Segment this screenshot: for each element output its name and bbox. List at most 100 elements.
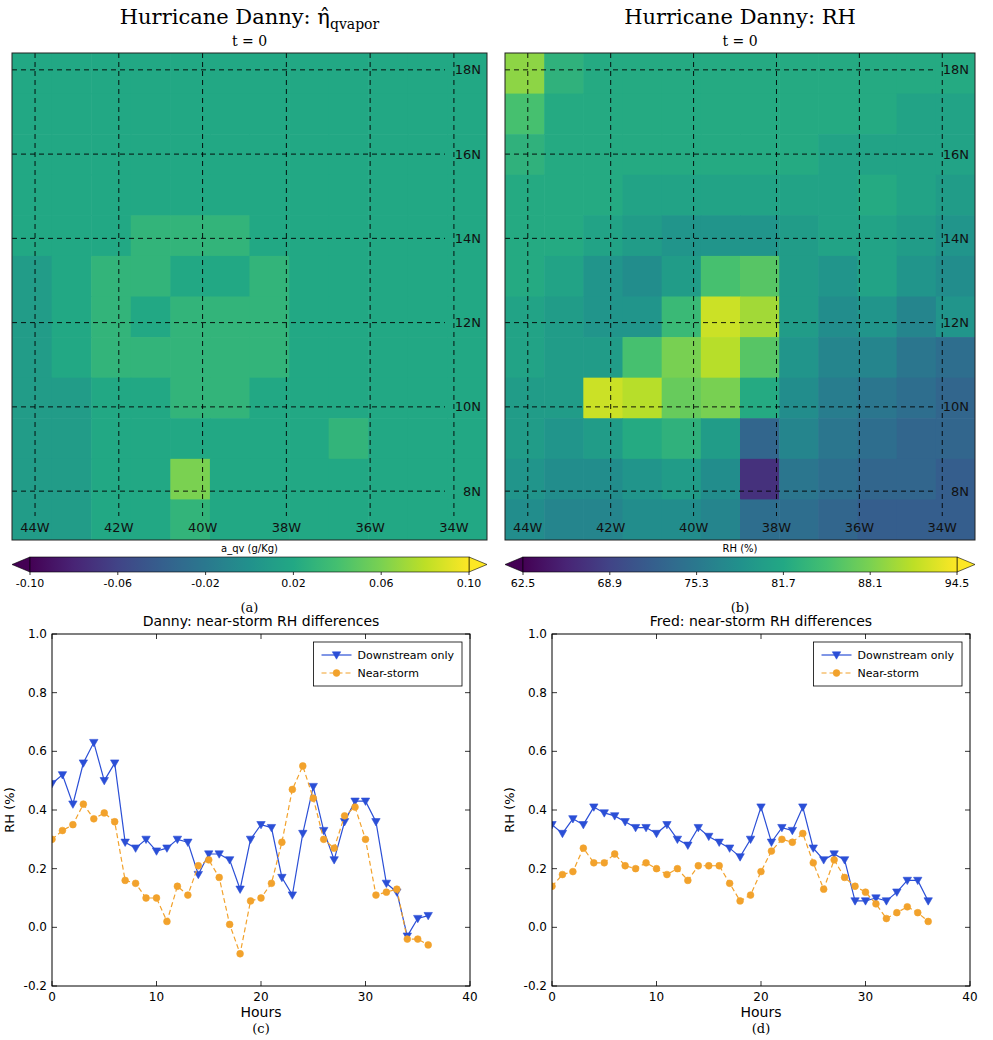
series-marker <box>341 812 348 819</box>
heat-cell <box>447 215 487 256</box>
series-marker <box>414 915 422 922</box>
heat-cell <box>936 459 975 500</box>
heat-cell <box>210 215 250 256</box>
heat-cell <box>170 53 210 94</box>
heat-cell <box>210 418 250 459</box>
heat-cell <box>250 94 290 135</box>
heat-cell <box>583 337 623 378</box>
heat-cell <box>289 256 329 297</box>
series-marker <box>684 877 691 884</box>
series-marker <box>757 804 765 811</box>
heat-cell <box>779 215 819 256</box>
x-tick <box>865 981 866 986</box>
heat-cell <box>170 94 210 135</box>
line-panel: Danny: near-storm RH differences01020304… <box>2 613 478 1036</box>
x-tick <box>761 634 762 639</box>
heat-cell <box>662 215 702 256</box>
heat-cell <box>131 134 171 175</box>
lat-label: 8N <box>463 484 481 499</box>
y-tick-label: -0.2 <box>24 979 47 993</box>
grid-line <box>505 491 933 492</box>
series-marker <box>69 801 77 808</box>
x-tick-label: 40 <box>962 990 977 1004</box>
map-panel: Hurricane Danny: η̂qvaport = 044W42W40W3… <box>12 5 488 615</box>
x-tick-label: 30 <box>358 990 373 1004</box>
x-tick-label: 0 <box>48 990 56 1004</box>
heat-cell <box>583 215 623 256</box>
heat-cell <box>12 297 52 338</box>
series-marker <box>768 848 775 855</box>
series-marker <box>372 819 380 826</box>
y-tick <box>552 810 557 811</box>
heat-cell <box>52 378 92 419</box>
colorbar <box>30 557 469 572</box>
grid-line <box>35 53 36 516</box>
lon-label: 42W <box>596 520 626 535</box>
series-marker <box>799 804 807 811</box>
panel-label: (c) <box>252 1021 269 1036</box>
heat-cell <box>662 297 702 338</box>
heat-cell <box>779 378 819 419</box>
heat-cell <box>779 459 819 500</box>
colorbar-tick-label: 94.5 <box>945 577 970 590</box>
heat-cell <box>368 297 408 338</box>
colorbar-tick <box>783 572 784 575</box>
heat-cell <box>52 256 92 297</box>
colorbar-tick-label: 0.06 <box>369 577 394 590</box>
legend-marker <box>832 652 840 659</box>
heat-cell <box>289 134 329 175</box>
heat-cell <box>779 175 819 216</box>
grid-line <box>942 53 943 516</box>
map-frame <box>12 53 487 540</box>
heat-cell <box>544 53 584 94</box>
heat-cell <box>12 418 52 459</box>
heat-cell <box>701 337 741 378</box>
series-marker <box>59 827 66 834</box>
heat-cell <box>368 256 408 297</box>
heat-cell <box>662 53 702 94</box>
heat-cell <box>623 175 663 216</box>
heat-cell <box>250 175 290 216</box>
series-marker <box>883 915 890 922</box>
series-marker <box>111 760 119 767</box>
heat-cell <box>583 297 623 338</box>
heat-cell <box>544 499 584 540</box>
heat-cell <box>408 459 448 500</box>
grid-line <box>505 238 933 239</box>
series-marker <box>631 824 639 831</box>
legend-label: Near-storm <box>858 667 919 680</box>
heat-cell <box>210 459 250 500</box>
heat-cell <box>447 134 487 175</box>
series-marker <box>225 857 233 864</box>
lat-label: 18N <box>455 62 481 77</box>
heat-cell <box>12 134 52 175</box>
grid-line <box>859 53 860 516</box>
series-marker <box>851 898 859 905</box>
heat-cell <box>818 459 858 500</box>
heat-cell <box>408 337 448 378</box>
heat-cell <box>12 499 52 540</box>
heat-cell <box>91 134 131 175</box>
heat-cell <box>250 337 290 378</box>
series-marker <box>861 898 869 905</box>
series-marker <box>799 830 806 837</box>
series-marker <box>205 856 212 863</box>
series-marker <box>674 865 681 872</box>
series-marker <box>600 810 608 817</box>
x-tick <box>261 634 262 639</box>
y-tick-label: -0.2 <box>524 979 547 993</box>
legend: Downstream onlyNear-storm <box>814 642 962 686</box>
y-tick <box>965 692 970 693</box>
colorbar-tick-label: 81.7 <box>771 577 796 590</box>
colorbar-tick <box>870 572 871 575</box>
heat-cell <box>210 378 250 419</box>
heat-cell <box>329 337 369 378</box>
heat-cell <box>329 378 369 419</box>
heat-cell <box>289 459 329 500</box>
series-marker <box>215 851 223 858</box>
series-marker <box>246 836 254 843</box>
title-text: Hurricane Danny: η̂ <box>120 5 330 29</box>
lon-label: 40W <box>679 520 709 535</box>
series-marker <box>904 903 911 910</box>
heat-cell <box>583 94 623 135</box>
